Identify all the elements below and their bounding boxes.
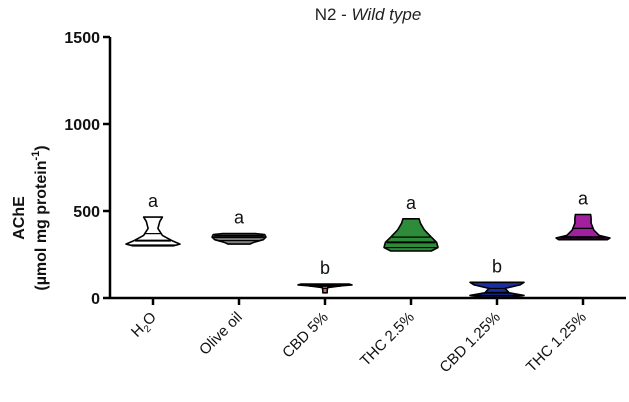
violins: a a b a b a xyxy=(126,188,610,297)
y-tick-label: 500 xyxy=(73,204,100,221)
violin-cbd-1-25-: b xyxy=(470,256,524,297)
chart-title-italic: Wild type xyxy=(352,5,422,24)
significance-letter: a xyxy=(234,208,245,228)
y-axis-label-sup: -1 xyxy=(30,151,42,161)
x-tick-label: THC 2.5% xyxy=(357,309,418,370)
x-tick-label: H2O xyxy=(128,309,162,343)
violin-h2o: a xyxy=(126,191,180,246)
significance-letter: a xyxy=(406,193,417,213)
x-tick-label: Olive oil xyxy=(196,309,246,359)
x-tick-label: CBD 5% xyxy=(279,309,332,362)
significance-letter: a xyxy=(148,191,159,211)
y-tick-label: 1000 xyxy=(64,117,100,134)
x-tick-label: THC 1.25% xyxy=(523,309,590,376)
y-axis-label-line1: AChE xyxy=(11,196,28,240)
violin-cbd-5-: b xyxy=(298,258,352,293)
violin-thc-2-5-: a xyxy=(384,193,438,251)
chart-title-main: N2 - xyxy=(315,5,352,24)
y-axis-label-line2-suffix: ) xyxy=(33,145,50,150)
x-tick-label: CBD 1.25% xyxy=(436,309,503,376)
x-tick-labels: H2O Olive oil CBD 5% THC 2.5% CBD 1.25% THC 1… xyxy=(128,309,590,376)
significance-letter: b xyxy=(320,258,330,278)
y-tick-label: 1500 xyxy=(64,30,100,47)
violin-olive-oil: a xyxy=(212,208,266,244)
violin-body xyxy=(384,219,438,251)
y-axis-label-line2-prefix: (µmol mg protein xyxy=(33,161,50,291)
chart-title: N2 - Wild type xyxy=(315,5,422,24)
axes: 0 500 1000 1500 xyxy=(64,30,626,308)
violin-thc-1-25-: a xyxy=(556,188,610,239)
violin-body xyxy=(556,215,610,240)
y-tick-label: 0 xyxy=(91,291,100,308)
y-axis-label-line2: (µmol mg protein-1) xyxy=(30,145,50,290)
y-axis-label: AChE (µmol mg protein-1) xyxy=(11,145,50,290)
significance-letter: b xyxy=(492,256,502,276)
significance-letter: a xyxy=(578,188,589,208)
